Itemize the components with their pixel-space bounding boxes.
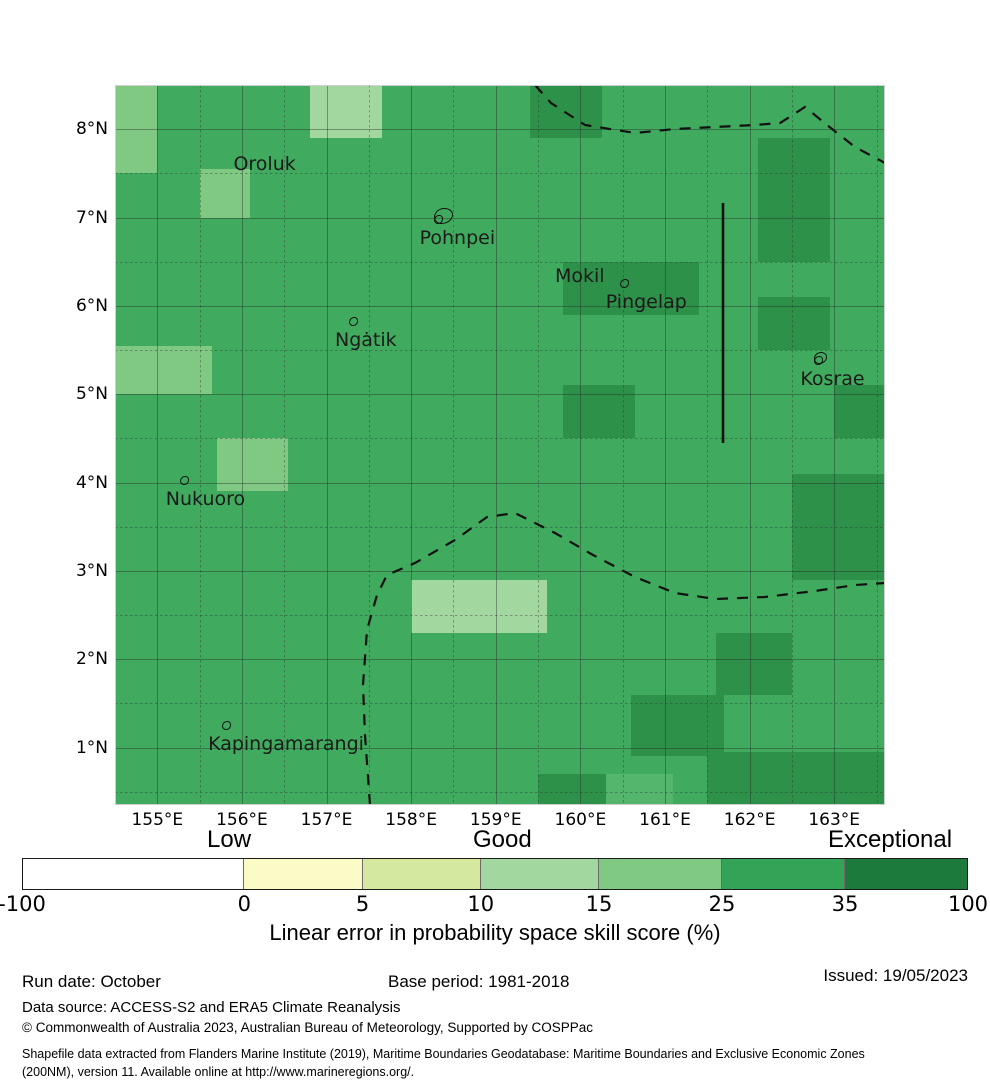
island-outline-marker (619, 279, 629, 289)
heatmap-cells (115, 85, 885, 805)
heatmap-cell (309, 85, 382, 138)
heatmap-cell (791, 473, 885, 580)
x-axis-tick-label: 163°E (808, 810, 861, 830)
colorbar-category-labels: Low Good Exceptional (0, 826, 990, 854)
colorbar-tick-label: 15 (585, 892, 613, 916)
x-axis-tick-label: 158°E (385, 810, 437, 830)
island-outline-marker (222, 721, 232, 731)
colorbar-tick-label: 10 (467, 892, 495, 916)
heatmap-cell (115, 129, 158, 174)
x-axis-tick-label: 157°E (300, 810, 353, 830)
colorbar-tick-label: 35 (831, 892, 859, 916)
colorbar-tick-label: -100 (0, 892, 46, 916)
heatmap-cell (216, 438, 289, 492)
colorbar-axis-label: Linear error in probability space skill … (269, 920, 721, 945)
y-axis-tick-label: 4°N (75, 472, 108, 493)
island-outline-marker (433, 207, 453, 225)
heatmap-cell (631, 694, 725, 757)
island-label: Ngȧtik (335, 329, 397, 352)
colorbar-category-label: Good (473, 826, 532, 853)
colorbar-tick-label: 25 (708, 892, 736, 916)
island-label: Pohnpei (419, 226, 496, 249)
heatmap-cell (563, 261, 699, 315)
heatmap-cell (115, 345, 213, 395)
colorbar-segment (243, 859, 362, 889)
colorbar-segment (598, 859, 722, 889)
colorbar-segment (479, 859, 599, 889)
y-axis-tick-label: 2°N (75, 649, 108, 670)
y-axis-tick-label: 1°N (75, 737, 108, 758)
footer-shapefile-note-line2: (200NM), version 11. Available online at… (22, 1065, 415, 1079)
y-axis-tick-label: 5°N (75, 384, 108, 405)
footer-data-source: Data source: ACCESS-S2 and ERA5 Climate … (22, 999, 401, 1016)
heatmap-cell (199, 168, 251, 218)
footer-shapefile-note-line1: Shapefile data extracted from Flanders M… (22, 1047, 865, 1061)
colorbar (22, 858, 968, 890)
y-axis-tick-label: 6°N (75, 295, 108, 316)
footer-run-date: Run date: October (22, 972, 161, 991)
heatmap-cell (715, 632, 792, 695)
island-outline-marker (814, 352, 828, 364)
x-axis-ticks: 155°E 156°E 157°E 158°E 159°E 160°E 161°E 162°E… (115, 810, 885, 836)
heatmap-cell (758, 297, 830, 351)
island-label: Kosrae (800, 368, 865, 391)
island-label: Kapingamarangi (208, 733, 364, 756)
heatmap-cell (563, 385, 636, 439)
colorbar-tick-label: 0 (237, 892, 251, 916)
colorbar-category-label: Low (207, 826, 252, 853)
x-axis-tick-label: 155°E (131, 810, 184, 830)
eez-boundary-south (361, 511, 885, 805)
colorbar-segment (361, 859, 480, 889)
footer: Run date: October Base period: 1981-2018… (0, 966, 990, 1079)
colorbar-tick-label: 5 (355, 892, 370, 916)
footer-issued-date: Issued: 19/05/2023 (823, 966, 968, 985)
colorbar-segment (721, 859, 845, 889)
heatmap-cell (707, 751, 885, 805)
x-axis-tick-label: 161°E (639, 810, 691, 830)
colorbar-category-label: Exceptional (828, 826, 953, 853)
y-axis-tick-label: 8°N (75, 119, 108, 140)
map-plot-area: Oroluk Pohnpei Mokil Pingelap Ngȧtik Kosrae Nu… (115, 85, 885, 805)
island-label: Oroluk (233, 152, 296, 175)
island-label: Mokil (555, 264, 605, 287)
x-axis-tick-label: 162°E (723, 810, 776, 830)
colorbar-segment (23, 859, 244, 889)
colorbar-segment (844, 859, 967, 889)
colorbar-tick-label: 100 (947, 892, 989, 916)
footer-copyright: © Commonwealth of Australia 2023, Austra… (22, 1020, 594, 1035)
footer-base-period: Base period: 1981-2018 (388, 972, 570, 991)
island-outline-marker (179, 476, 189, 486)
x-axis-tick-label: 160°E (554, 810, 607, 830)
x-axis-tick-label: 156°E (216, 810, 268, 830)
island-outline-marker (349, 317, 358, 327)
heatmap-cell (605, 774, 674, 805)
colorbar-ticks: -100 0 5 10 15 25 35 100 (0, 892, 990, 918)
x-axis-tick-label: 159°E (469, 810, 522, 830)
y-axis-tick-label: 7°N (75, 207, 108, 228)
island-label: Pingelap (605, 291, 687, 314)
heatmap-cell (538, 774, 615, 805)
eez-boundary-north (534, 85, 885, 164)
heatmap-cell (411, 579, 547, 633)
heatmap-cell (758, 138, 830, 262)
y-axis-tick-label: 3°N (75, 560, 108, 581)
island-label: Nukuoro (165, 488, 246, 511)
heatmap-cell (115, 85, 158, 130)
island-labels: Oroluk Pohnpei Mokil Pingelap Ngȧtik Kosrae Nu… (115, 85, 885, 805)
eez-boundary-layer (361, 85, 885, 805)
heatmap-cell (834, 385, 885, 439)
